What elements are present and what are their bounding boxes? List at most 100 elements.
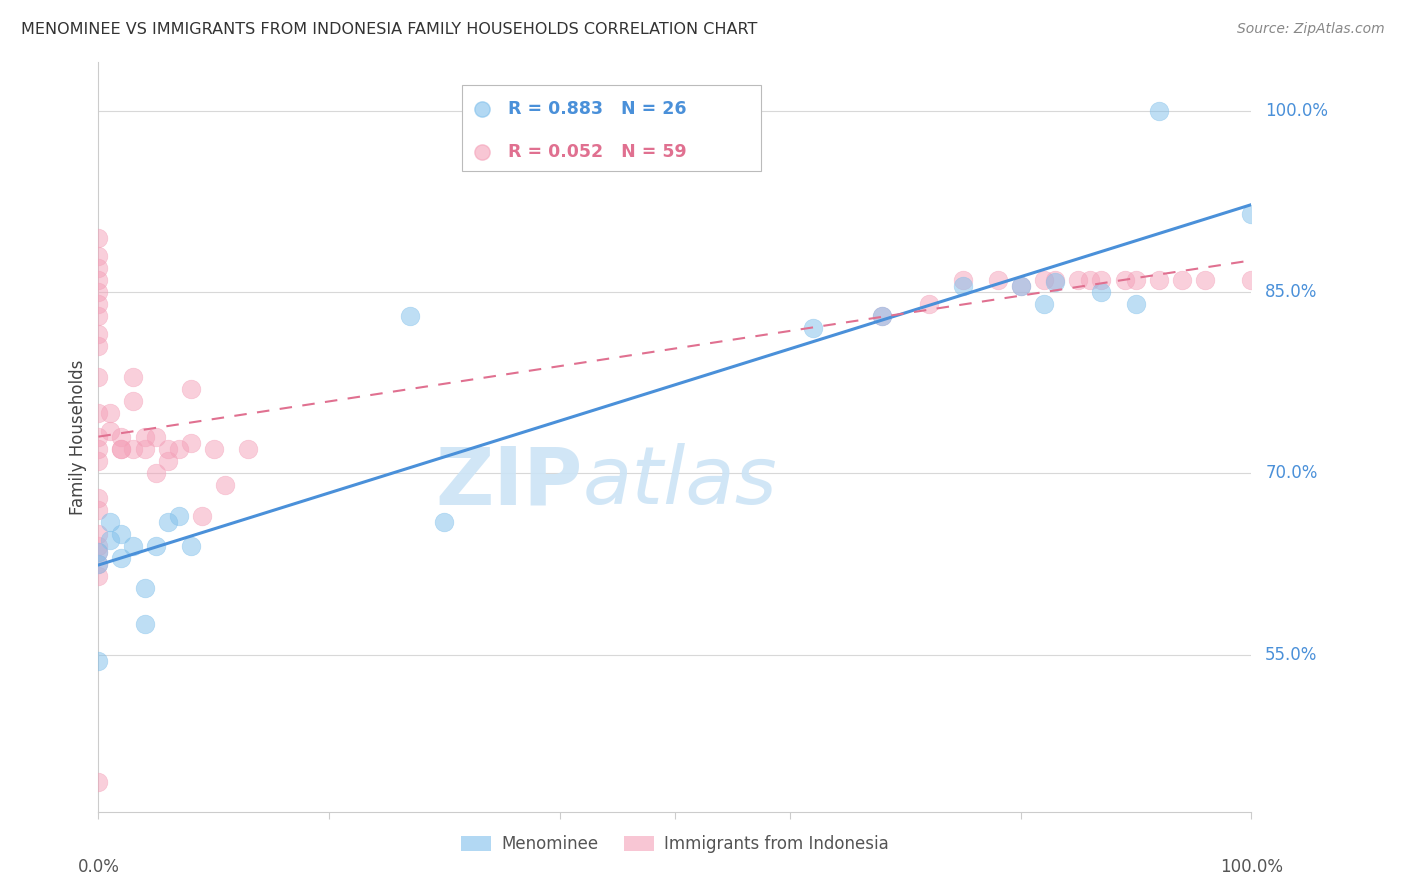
Point xyxy=(145,467,167,481)
Legend: Menominee, Immigrants from Indonesia: Menominee, Immigrants from Indonesia xyxy=(454,829,896,860)
Point xyxy=(87,545,110,559)
Text: R = 0.883   N = 26: R = 0.883 N = 26 xyxy=(508,100,686,118)
Point xyxy=(134,617,156,632)
Text: 85.0%: 85.0% xyxy=(1265,283,1317,301)
Point xyxy=(110,430,132,444)
Point xyxy=(167,442,190,457)
Point xyxy=(145,539,167,553)
Point xyxy=(1147,273,1170,287)
Point xyxy=(1010,279,1032,293)
Point xyxy=(801,321,824,335)
Point xyxy=(917,297,939,311)
Point xyxy=(87,502,110,516)
Point xyxy=(87,654,110,668)
Point xyxy=(87,491,110,505)
Point xyxy=(202,442,225,457)
Point xyxy=(1045,273,1067,287)
Point xyxy=(180,436,202,450)
Text: atlas: atlas xyxy=(582,443,778,521)
Point xyxy=(1090,273,1112,287)
Point xyxy=(87,369,110,384)
Point xyxy=(110,442,132,457)
Point xyxy=(1240,206,1263,220)
Text: 100.0%: 100.0% xyxy=(1265,102,1329,120)
Point xyxy=(122,393,145,408)
Point xyxy=(98,406,121,420)
Point xyxy=(1194,273,1216,287)
Point xyxy=(87,339,110,353)
Point xyxy=(398,310,420,324)
Point xyxy=(872,310,894,324)
Text: 0.0%: 0.0% xyxy=(77,857,120,876)
Point xyxy=(1010,279,1032,293)
Point xyxy=(98,515,121,529)
Point xyxy=(87,406,110,420)
Point xyxy=(191,508,214,523)
Text: 70.0%: 70.0% xyxy=(1265,465,1317,483)
Point xyxy=(987,273,1010,287)
Point xyxy=(110,550,132,565)
Point xyxy=(87,260,110,275)
Point xyxy=(1114,273,1136,287)
Point xyxy=(1147,103,1170,118)
Point xyxy=(87,442,110,457)
Point xyxy=(134,581,156,595)
Point xyxy=(122,442,145,457)
Point xyxy=(98,424,121,438)
Text: ZIP: ZIP xyxy=(436,443,582,521)
FancyBboxPatch shape xyxy=(461,85,762,171)
Point xyxy=(122,369,145,384)
Point xyxy=(1171,273,1194,287)
Point xyxy=(87,557,110,571)
Point xyxy=(87,557,110,571)
Point xyxy=(1032,297,1054,311)
Text: 100.0%: 100.0% xyxy=(1220,857,1282,876)
Point xyxy=(87,774,110,789)
Point xyxy=(1078,273,1101,287)
Text: Source: ZipAtlas.com: Source: ZipAtlas.com xyxy=(1237,22,1385,37)
Point xyxy=(87,454,110,468)
Point xyxy=(1125,297,1147,311)
Point xyxy=(156,515,179,529)
Point xyxy=(87,539,110,553)
Point xyxy=(167,508,190,523)
Point xyxy=(156,442,179,457)
Point xyxy=(1240,273,1263,287)
Point xyxy=(110,442,132,457)
Point xyxy=(87,545,110,559)
Point xyxy=(238,442,260,457)
Point xyxy=(98,533,121,547)
Point xyxy=(134,430,156,444)
Point xyxy=(1045,276,1067,290)
Point xyxy=(87,285,110,299)
Point xyxy=(433,515,456,529)
Point xyxy=(87,230,110,244)
Point xyxy=(1125,273,1147,287)
Point xyxy=(87,569,110,583)
Point xyxy=(952,273,974,287)
Point xyxy=(122,539,145,553)
Point xyxy=(145,430,167,444)
Point xyxy=(180,539,202,553)
Point xyxy=(87,273,110,287)
Point xyxy=(87,310,110,324)
Point xyxy=(110,526,132,541)
Point xyxy=(180,382,202,396)
Point xyxy=(134,442,156,457)
Point xyxy=(1067,273,1090,287)
Point xyxy=(156,454,179,468)
Y-axis label: Family Households: Family Households xyxy=(69,359,87,515)
Point xyxy=(952,279,974,293)
Point xyxy=(87,526,110,541)
Point xyxy=(872,310,894,324)
Point xyxy=(87,327,110,342)
Point xyxy=(87,249,110,263)
Text: 55.0%: 55.0% xyxy=(1265,646,1317,664)
Text: MENOMINEE VS IMMIGRANTS FROM INDONESIA FAMILY HOUSEHOLDS CORRELATION CHART: MENOMINEE VS IMMIGRANTS FROM INDONESIA F… xyxy=(21,22,758,37)
Point xyxy=(214,478,236,492)
Point xyxy=(87,430,110,444)
Point xyxy=(87,297,110,311)
Text: R = 0.052   N = 59: R = 0.052 N = 59 xyxy=(508,143,686,161)
Point xyxy=(1032,273,1054,287)
Point xyxy=(1090,285,1112,299)
